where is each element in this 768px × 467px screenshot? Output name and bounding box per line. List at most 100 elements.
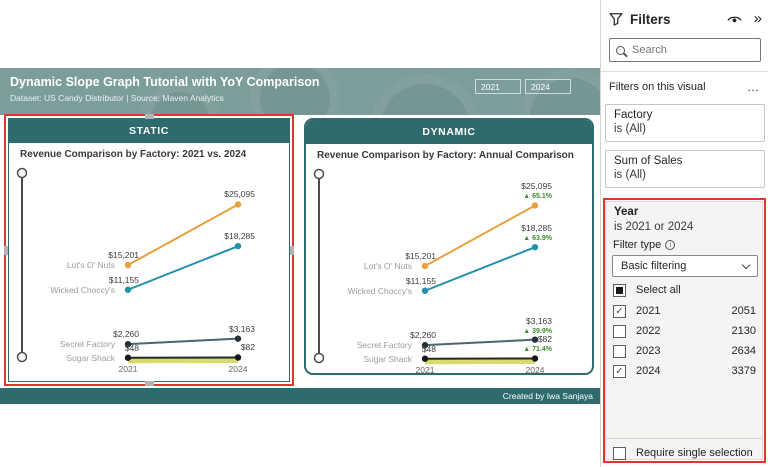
category-label: Secret Factory (356, 340, 412, 351)
value-label: $25,095 (224, 189, 255, 200)
year-filter-condition: is 2021 or 2024 (614, 221, 694, 233)
option-count: 2051 (731, 305, 756, 317)
dynamic-visual-card[interactable]: DYNAMIC Revenue Comparison by Factory: A… (304, 118, 594, 375)
filter-type-value: Basic filtering (621, 260, 687, 272)
value-label: $15,201 (108, 250, 139, 260)
more-options-icon[interactable]: … (747, 80, 760, 94)
static-slope-chart[interactable]: Lot's O' Nuts $15,201 $25,095 Wicked Choccy… (15, 165, 287, 377)
value-label: $2,260 (113, 329, 139, 340)
filters-section-title: Filters on this visual (609, 81, 706, 93)
category-label: Sugar Shack (66, 352, 115, 363)
select-all-checkbox[interactable] (613, 283, 626, 297)
filter-option-row[interactable]: 2021 2051 (613, 301, 756, 321)
slope-lines (16, 167, 242, 364)
search-icon (616, 45, 625, 55)
delta-label: ▲ 65.1% (523, 193, 552, 201)
dynamic-slope-chart[interactable]: Lot's O' Nuts $15,201 $25,095 ▲ 65.1% Wicked… (312, 166, 584, 375)
info-icon[interactable] (665, 240, 676, 250)
search-input[interactable] (632, 44, 742, 56)
filters-pane: Filters » Filters on this visual … Facto… (600, 0, 768, 467)
category-label: Secret Factory (59, 339, 115, 350)
value-label: $15,201 (405, 251, 436, 261)
dynamic-chart-title: Revenue Comparison by Factory: Annual Co… (317, 150, 574, 161)
filter-type-dropdown[interactable]: Basic filtering (612, 255, 758, 277)
value-label: $11,155 (405, 275, 436, 286)
value-label: $82 (537, 334, 552, 345)
filter-option-row[interactable]: 2022 2130 (613, 321, 756, 341)
delta-label: ▲ 63.9% (523, 235, 552, 243)
value-label: $82 (240, 342, 255, 353)
filter-option-row[interactable]: 2024 3379 (613, 361, 756, 381)
credit-text: Created by Iwa Sanjaya (502, 391, 593, 401)
banner-pattern-circle (370, 74, 480, 115)
value-label: $3,163 (229, 323, 255, 334)
value-label: $25,095 (521, 181, 552, 192)
eye-icon[interactable] (727, 14, 742, 24)
filter-type-row: Filter type (613, 239, 676, 251)
category-label: Wicked Choccy's (50, 284, 115, 295)
require-single-selection-row[interactable]: Require single selection (613, 443, 756, 463)
filters-pane-title: Filters (630, 11, 671, 27)
filters-pane-header: Filters » (609, 8, 762, 30)
option-label: 2024 (636, 365, 661, 377)
option-checkbox[interactable] (613, 364, 626, 378)
year-filter-field: Year (614, 206, 639, 218)
footer-strip: Created by Iwa Sanjaya (0, 388, 600, 404)
slope-lines (313, 168, 539, 365)
chevron-down-icon (741, 260, 751, 269)
collapse-pane-icon[interactable]: » (753, 10, 762, 27)
static-chart-title: Revenue Comparison by Factory: 2021 vs. … (20, 149, 247, 160)
filter-condition: is (All) (614, 169, 646, 181)
delta-label: ▲ 39.9% (523, 327, 552, 335)
filter-field: Sum of Sales (614, 155, 683, 167)
report-canvas: Dynamic Slope Graph Tutorial with YoY Co… (0, 68, 600, 404)
option-count: 2130 (731, 325, 756, 337)
delta-label: ▲ 71.4% (523, 346, 552, 354)
pane-divider (601, 71, 768, 72)
category-label: Lot's O' Nuts (363, 261, 412, 271)
value-label: $11,155 (108, 274, 139, 285)
category-label: Sugar Shack (363, 353, 412, 364)
banner-pattern-circle (250, 68, 340, 115)
option-count: 2634 (731, 345, 756, 357)
filters-section-row: Filters on this visual … (609, 80, 760, 94)
require-single-checkbox[interactable] (613, 446, 626, 460)
year-start-box[interactable]: 2021 (475, 79, 521, 94)
x-axis-label: 2024 (228, 364, 248, 374)
option-count: 3379 (731, 365, 756, 377)
report-title: Dynamic Slope Graph Tutorial with YoY Co… (10, 75, 320, 89)
option-checkbox[interactable] (613, 344, 626, 358)
option-label: 2023 (636, 345, 661, 357)
select-all-row[interactable]: Select all (613, 280, 756, 300)
report-subtitle: Dataset: US Candy Distributor | Source: … (10, 93, 224, 103)
dynamic-card-header: DYNAMIC (306, 120, 592, 144)
resize-handle-right[interactable] (290, 246, 294, 255)
filter-type-label: Filter type (613, 239, 662, 251)
year-end-box[interactable]: 2024 (525, 79, 571, 94)
filter-option-row[interactable]: 2023 2634 (613, 341, 756, 361)
filter-field: Factory (614, 109, 653, 121)
value-label: $18,285 (521, 223, 552, 234)
x-axis-label: 2021 (415, 365, 435, 375)
category-label: Wicked Choccy's (347, 285, 412, 296)
static-card-header: STATIC (9, 119, 289, 143)
filters-search-box[interactable] (609, 38, 761, 62)
value-label: $48 (421, 343, 436, 354)
value-label: $3,163 (526, 315, 552, 326)
option-label: 2022 (636, 325, 661, 337)
year-filter-card[interactable]: Year is 2021 or 2024 Filter type Basic f… (605, 201, 763, 460)
filter-condition: is (All) (614, 123, 646, 135)
category-label: Lot's O' Nuts (66, 260, 115, 270)
select-all-label: Select all (636, 284, 681, 296)
sum-of-sales-filter-card[interactable]: Sum of Sales is (All) (605, 150, 765, 188)
factory-filter-card[interactable]: Factory is (All) (605, 104, 765, 142)
static-visual-card[interactable]: STATIC Revenue Comparison by Factory: 20… (8, 118, 290, 382)
value-label: $18,285 (224, 231, 255, 242)
value-label: $2,260 (410, 330, 436, 341)
option-checkbox[interactable] (613, 324, 626, 338)
x-axis-label: 2021 (118, 364, 138, 374)
require-single-label: Require single selection (636, 447, 753, 459)
report-header-banner: Dynamic Slope Graph Tutorial with YoY Co… (0, 68, 600, 115)
option-checkbox[interactable] (613, 304, 626, 318)
